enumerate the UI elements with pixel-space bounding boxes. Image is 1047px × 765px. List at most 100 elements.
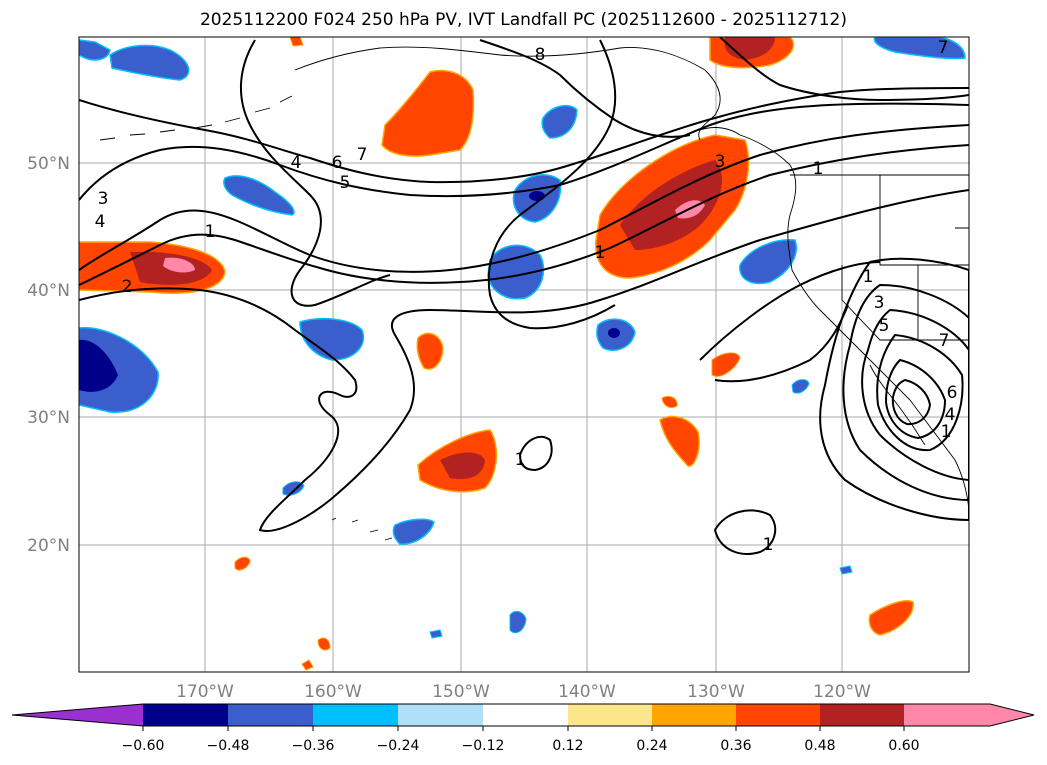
pv-contours — [79, 37, 969, 555]
contour-path — [79, 102, 969, 201]
contour-label: 7 — [939, 331, 950, 351]
colorbar-segment — [736, 704, 820, 726]
contour-label: 6 — [332, 153, 343, 173]
ivt-positive-regions — [79, 37, 914, 671]
pv-anomaly-top-left-negative — [79, 39, 111, 61]
pv-anomaly-northwest-coast-core — [620, 160, 723, 250]
contour-path — [79, 124, 969, 273]
pv-anomaly-gulf-negative — [541, 104, 578, 139]
colorbar-tick-label: −0.24 — [377, 738, 420, 754]
contour-label: 3 — [874, 293, 885, 313]
pv-anomaly-west-negative-core — [79, 339, 118, 392]
colorbar-tick-label: −0.36 — [292, 738, 335, 754]
coastlines — [99, 46, 969, 541]
lat-label: 20°N — [27, 536, 70, 556]
contour-path — [479, 39, 691, 138]
pv-anomaly-small-2 — [234, 556, 251, 571]
colorbar-tick-label: 0.24 — [636, 738, 667, 754]
pv-anomaly-small-5 — [289, 37, 304, 47]
hawaii-islands — [331, 517, 393, 541]
contour-path — [891, 378, 932, 426]
lon-label: 160°W — [304, 682, 362, 702]
colorbar-tick-label: 0.12 — [552, 738, 583, 754]
pv-anomaly-central-negative — [299, 317, 365, 361]
alaska-coastline — [294, 46, 721, 141]
colorbar-ticks — [142, 726, 905, 731]
pv-anomaly-central-small — [416, 332, 444, 370]
contour-label: 1 — [941, 422, 952, 442]
lon-label: 150°W — [432, 682, 490, 702]
contour-path — [884, 358, 947, 440]
contour-path — [713, 509, 777, 555]
contour-label: 1 — [763, 535, 774, 555]
contour-label: 2 — [122, 277, 133, 297]
us-state-line-1 — [879, 175, 969, 266]
colorbar-tick-label: 0.36 — [720, 738, 751, 754]
contour-path — [819, 257, 969, 522]
us-state-line-2 — [841, 265, 969, 341]
latitude-labels: 50°N 40°N 30°N 20°N — [27, 154, 70, 556]
contour-path — [861, 308, 969, 482]
pv-anomaly-southeast — [868, 600, 914, 636]
colorbar-segment — [652, 704, 736, 726]
colorbar-extend-left — [12, 704, 143, 726]
contour-label: 3 — [98, 189, 109, 209]
contour-path — [79, 144, 969, 286]
map-title: 2025112200 F024 250 hPa PV, IVT Landfall… — [199, 10, 847, 30]
colorbar-extend-right — [990, 704, 1034, 726]
colorbar-segment — [313, 704, 398, 726]
contour-path — [714, 304, 849, 383]
contour-label: 1 — [595, 243, 606, 263]
lat-label: 40°N — [27, 281, 70, 301]
pv-anomaly-east — [659, 415, 700, 467]
contour-path — [79, 87, 969, 184]
pv-anomaly-western-peak — [163, 257, 195, 273]
colorbar-tick-label: 0.48 — [804, 738, 835, 754]
pv-anomaly-hawaii-north-core — [440, 452, 485, 480]
plot-frame — [78, 36, 970, 673]
contour-label: 7 — [357, 145, 368, 165]
contour-label: 4 — [95, 212, 106, 232]
lon-label: 120°W — [813, 682, 871, 702]
colorbar-segment — [568, 704, 652, 726]
pv-anomaly-small-3 — [317, 637, 331, 651]
lon-label: 170°W — [176, 682, 234, 702]
contour-label: 1 — [205, 222, 216, 242]
pv-anomaly-ne-pacific-negative — [487, 244, 545, 300]
colorbar-segment — [820, 704, 904, 726]
pv-anomaly-gulf-top-core — [724, 37, 775, 60]
pv-anomaly-small-neg-3 — [791, 379, 810, 394]
pv-anomaly-oregon-negative — [739, 239, 797, 285]
pv-anomaly-top-right-negative — [873, 37, 966, 60]
contour-label: 4 — [291, 153, 302, 173]
contour-path — [79, 189, 969, 532]
pv-anomaly-mid-negative-core — [529, 191, 545, 201]
contour-path — [842, 283, 969, 502]
contour-path — [699, 261, 881, 361]
pv-anomaly-small-neg-2 — [509, 610, 527, 634]
colorbar-segment — [483, 704, 568, 726]
contour-path — [518, 435, 553, 472]
pv-anomaly-small-6 — [301, 659, 314, 671]
colorbar-tick-label: −0.12 — [462, 738, 505, 754]
contour-label: 4 — [945, 405, 956, 425]
colorbar-segment — [398, 704, 483, 726]
colorbar-segment — [228, 704, 313, 726]
contour-label: 5 — [879, 316, 890, 336]
contour-path — [487, 39, 617, 330]
longitude-labels: 170°W 160°W 150°W 140°W 130°W 120°W — [176, 682, 871, 702]
contour-label: 1 — [863, 267, 874, 287]
contour-label: 8 — [535, 45, 546, 65]
contour-label: 5 — [340, 173, 351, 193]
pv-anomaly-hawaii-negative — [392, 518, 435, 545]
lon-label: 140°W — [558, 682, 616, 702]
colorbar: −0.60 −0.48 −0.36 −0.24 −0.12 0.12 0.24 … — [11, 703, 1035, 754]
pv-anomaly-alaska-south — [381, 69, 475, 157]
pv-anomaly-small-neg-4 — [429, 629, 443, 639]
pv-anomaly-northwest-negative — [223, 175, 295, 216]
contour-path — [239, 39, 391, 307]
lat-label: 50°N — [27, 154, 70, 174]
colorbar-tick-label: −0.60 — [122, 738, 165, 754]
pv-anomaly-subtropic-negative-core — [608, 328, 620, 338]
